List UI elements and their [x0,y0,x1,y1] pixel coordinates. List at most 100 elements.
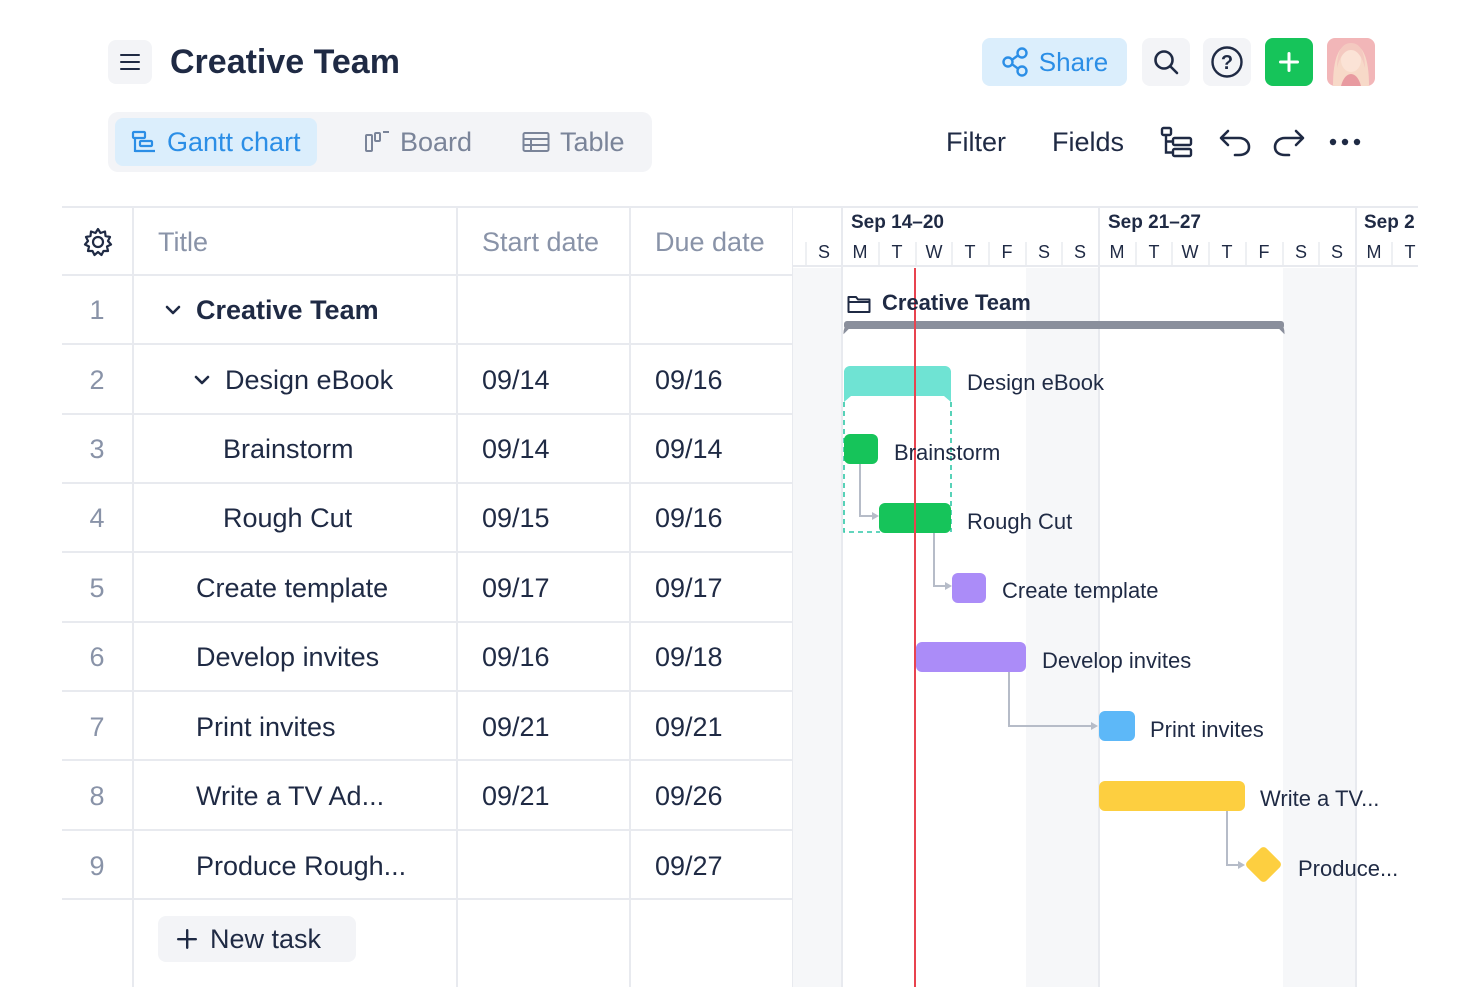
user-avatar-image [1327,38,1375,86]
start-date[interactable]: 09/21 [482,712,550,742]
due-date[interactable]: 09/14 [655,434,723,464]
gantt-grid [792,206,1418,987]
menu-button[interactable] [108,40,152,84]
task-title[interactable]: Design eBook [225,365,394,395]
task-title[interactable]: Creative Team [196,295,379,325]
day-label: T [891,242,903,262]
more-options-button[interactable] [1326,124,1364,160]
task-title[interactable]: Develop invites [196,642,380,672]
bar-label-rough-cut[interactable]: Rough Cut [967,509,1073,534]
day-label: M [852,242,868,262]
row-number: 1 [89,295,105,325]
column-header-due-date[interactable]: Due date [655,227,765,257]
bar-label-write-tv-ad[interactable]: Write a TV... [1260,786,1380,811]
due-date[interactable]: 09/18 [655,642,723,672]
bar-label-brainstorm[interactable]: Brainstorm [894,440,1001,465]
task-title[interactable]: Write a TV Ad... [196,781,385,811]
start-date[interactable]: 09/21 [482,781,550,811]
grid-line [62,274,792,276]
task-title[interactable]: Brainstorm [223,434,354,464]
grid-line [62,690,792,692]
search-icon [1154,50,1179,75]
develop-invites-bar [916,642,1026,672]
due-date[interactable]: 09/17 [655,573,723,603]
day-label: F [1258,242,1270,262]
due-date[interactable]: 09/26 [655,781,723,811]
weekend-shade [1283,268,1356,987]
bar-label-design-ebook[interactable]: Design eBook [967,370,1104,395]
day-label: S [1294,242,1307,262]
task-title[interactable]: Print invites [196,712,336,742]
task-title[interactable]: Create template [196,573,389,603]
tab-board[interactable]: Board [348,118,488,166]
brainstorm-bar [844,434,878,464]
day-label: S [1037,242,1050,262]
day-label: W [1181,242,1199,262]
chevron-down-icon[interactable] [164,301,182,319]
grid-line [629,206,631,987]
print-invites-bar [1099,711,1135,741]
due-date[interactable]: 09/27 [655,851,723,881]
row-number: 4 [89,503,105,533]
table-settings-button[interactable] [82,226,114,258]
share-button[interactable]: Share [982,38,1127,86]
dependency-connector [1008,672,1095,727]
svg-text:?: ? [1221,52,1233,74]
share-label: Share [1038,46,1109,77]
day-label: T [964,242,976,262]
day-label: T [1148,242,1160,262]
day-label: S [1330,242,1343,262]
start-date[interactable]: 09/16 [482,642,550,672]
create-template-bar [952,573,986,603]
hierarchy-button[interactable] [1158,124,1196,160]
row-number: 5 [89,573,105,603]
group-label[interactable]: Creative Team [882,290,1031,315]
share-icon [1002,47,1028,77]
chevron-down-icon[interactable] [193,371,211,389]
grid-line [62,551,792,553]
row-number: 8 [89,781,105,811]
help-button[interactable]: ? [1203,38,1251,86]
start-date[interactable]: 09/14 [482,434,550,464]
bar-label-develop-invites[interactable]: Develop invites [1042,648,1192,673]
table-icon [522,132,550,152]
bar-label-produce-rough[interactable]: Produce... [1298,856,1399,881]
add-button[interactable] [1265,38,1313,86]
view-switcher: Gantt chart Board Table [108,112,652,172]
due-date[interactable]: 09/16 [655,503,723,533]
grid-line [62,898,792,900]
tab-table-label: Table [560,126,625,157]
column-header-title[interactable]: Title [158,227,209,257]
dependency-arrow [1238,861,1245,869]
start-date[interactable]: 09/15 [482,503,550,533]
page-title: Creative Team [170,43,400,81]
tab-gantt-chart[interactable]: Gantt chart [115,118,317,166]
avatar[interactable] [1327,38,1375,86]
start-date[interactable]: 09/14 [482,365,550,395]
day-label: S [817,242,830,262]
grid-line [132,206,134,987]
task-table: Title Start date Due date 1 Creative Tea… [62,206,792,987]
due-date[interactable]: 09/21 [655,712,723,742]
search-button[interactable] [1142,38,1190,86]
due-date[interactable]: 09/16 [655,365,723,395]
filter-button[interactable]: Filter [946,127,1006,157]
redo-button[interactable] [1270,124,1308,160]
tab-table[interactable]: Table [506,118,641,166]
day-label: M [1109,242,1125,262]
start-date[interactable]: 09/17 [482,573,550,603]
fields-button[interactable]: Fields [1052,127,1125,157]
design-ebook-bar [844,366,951,402]
bar-label-print-invites[interactable]: Print invites [1150,717,1264,742]
tab-board-label: Board [400,126,473,157]
task-title[interactable]: Rough Cut [223,503,353,533]
bar-label-create-template[interactable]: Create template [1002,578,1159,603]
grid-line [62,759,792,761]
task-title[interactable]: Produce Rough... [196,851,407,881]
tab-gantt-label: Gantt chart [167,126,301,157]
column-header-start-date[interactable]: Start date [482,227,600,257]
undo-button[interactable] [1216,124,1254,160]
new-task-button[interactable]: New task [158,916,356,962]
plus-icon [1279,52,1299,72]
gear-icon [83,227,113,257]
